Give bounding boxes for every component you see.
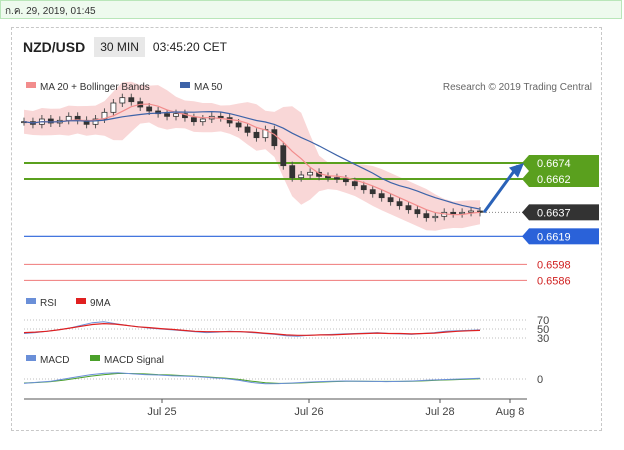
- rsi-ma-line: [23, 322, 481, 336]
- candle-body: [450, 211, 457, 215]
- chart-card: [11, 27, 602, 431]
- date-bar: ก.ค. 29, 2019, 01:45: [0, 0, 622, 19]
- ma20-line: [23, 103, 481, 216]
- rsi-tick-label: 30: [537, 333, 549, 345]
- currency-pair: NZD/USD: [23, 39, 86, 55]
- candle-body: [378, 193, 385, 199]
- date-text: ก.ค. 29, 2019, 01:45: [5, 6, 96, 17]
- current-label-pointer: [522, 204, 529, 221]
- candle-body: [325, 175, 331, 179]
- candle-body: [119, 97, 126, 104]
- x-tick-label: Jul 25: [147, 406, 176, 418]
- candle-body: [110, 102, 117, 113]
- current-label-box: [529, 204, 599, 221]
- candle-body: [271, 129, 278, 147]
- candle-body: [334, 177, 340, 180]
- candle-body: [173, 113, 179, 117]
- candle-body: [414, 209, 421, 215]
- bollinger-band: [24, 81, 480, 231]
- candle-body: [244, 126, 251, 133]
- candle-body: [351, 181, 358, 187]
- legend-label-macd-signal: MACD Signal: [104, 355, 164, 366]
- candle-body: [342, 178, 349, 183]
- candle-body: [226, 117, 233, 124]
- forecast-arrow-head: [509, 163, 524, 178]
- candle-body: [396, 201, 403, 207]
- forecast-arrow: [482, 164, 520, 214]
- legend-swatch-macd: [26, 355, 36, 361]
- legend-swatch-ma50: [180, 82, 190, 88]
- candle-body: [468, 210, 474, 213]
- chart-time: 03:45:20 CET: [152, 40, 227, 54]
- pivot-label: 0.6619: [537, 231, 571, 243]
- chart-header: NZD/USD 30 MIN 03:45:20 CET: [23, 36, 227, 58]
- candle-body: [190, 117, 197, 123]
- candle-body: [432, 215, 439, 219]
- candle-body: [199, 118, 206, 123]
- x-tick-label: Aug 8: [496, 406, 525, 418]
- candle-body: [217, 115, 224, 119]
- legend-swatch-rsi-ma: [76, 298, 86, 304]
- x-tick-label: Jul 28: [425, 406, 454, 418]
- legend-swatch-rsi: [26, 298, 36, 304]
- candle-body: [289, 165, 296, 179]
- candle-body: [235, 122, 242, 128]
- candle-body: [280, 145, 287, 167]
- candle-body: [459, 211, 466, 215]
- legend-label-ma20: MA 20 + Bollinger Bands: [40, 82, 150, 93]
- candle-body: [47, 118, 54, 124]
- candle-body: [146, 106, 153, 112]
- candle-body: [128, 97, 135, 103]
- copyright-text: Research © 2019 Trading Central: [443, 82, 592, 93]
- macd-signal-line: [23, 373, 481, 384]
- legend-label-macd: MACD: [40, 355, 69, 366]
- candle-body: [253, 131, 260, 139]
- support-label: 0.6586: [537, 275, 571, 287]
- candle-body: [387, 197, 394, 203]
- candle-body: [65, 115, 72, 121]
- pivot-label-box: [529, 228, 599, 245]
- legend-label-ma50: MA 50: [194, 82, 223, 93]
- macd-line: [23, 372, 481, 385]
- candle-body: [92, 118, 99, 125]
- candle-body: [298, 174, 305, 179]
- resistance-label-box: [529, 171, 599, 187]
- legend-swatch-macd-signal: [90, 355, 100, 361]
- legend-label-rsi-ma: 9MA: [90, 298, 111, 309]
- rsi-tick-label: 50: [537, 324, 549, 336]
- candle-body: [405, 205, 412, 211]
- support-label: 0.6598: [537, 259, 571, 271]
- legend-label-rsi: RSI: [40, 298, 57, 309]
- resistance-label-pointer: [522, 171, 529, 187]
- resistance-label: 0.6662: [537, 174, 571, 186]
- candle-body: [307, 171, 314, 176]
- legend-swatch-ma20: [26, 82, 36, 88]
- resistance-label: 0.6674: [537, 158, 571, 170]
- pivot-label-pointer: [522, 228, 529, 245]
- timeframe-badge[interactable]: 30 MIN: [94, 37, 145, 57]
- x-tick-label: Jul 26: [294, 406, 323, 418]
- current-price-label: 0.6637: [537, 207, 571, 219]
- candle-body: [360, 185, 367, 191]
- candle-body: [369, 189, 376, 195]
- rsi-tick-label: 70: [537, 315, 549, 327]
- candle-body: [423, 213, 430, 219]
- resistance-label-pointer: [522, 155, 529, 171]
- candle-body: [164, 113, 170, 117]
- macd-tick-label: 0: [537, 374, 543, 386]
- ma50-line: [23, 110, 481, 210]
- resistance-label-box: [529, 155, 599, 171]
